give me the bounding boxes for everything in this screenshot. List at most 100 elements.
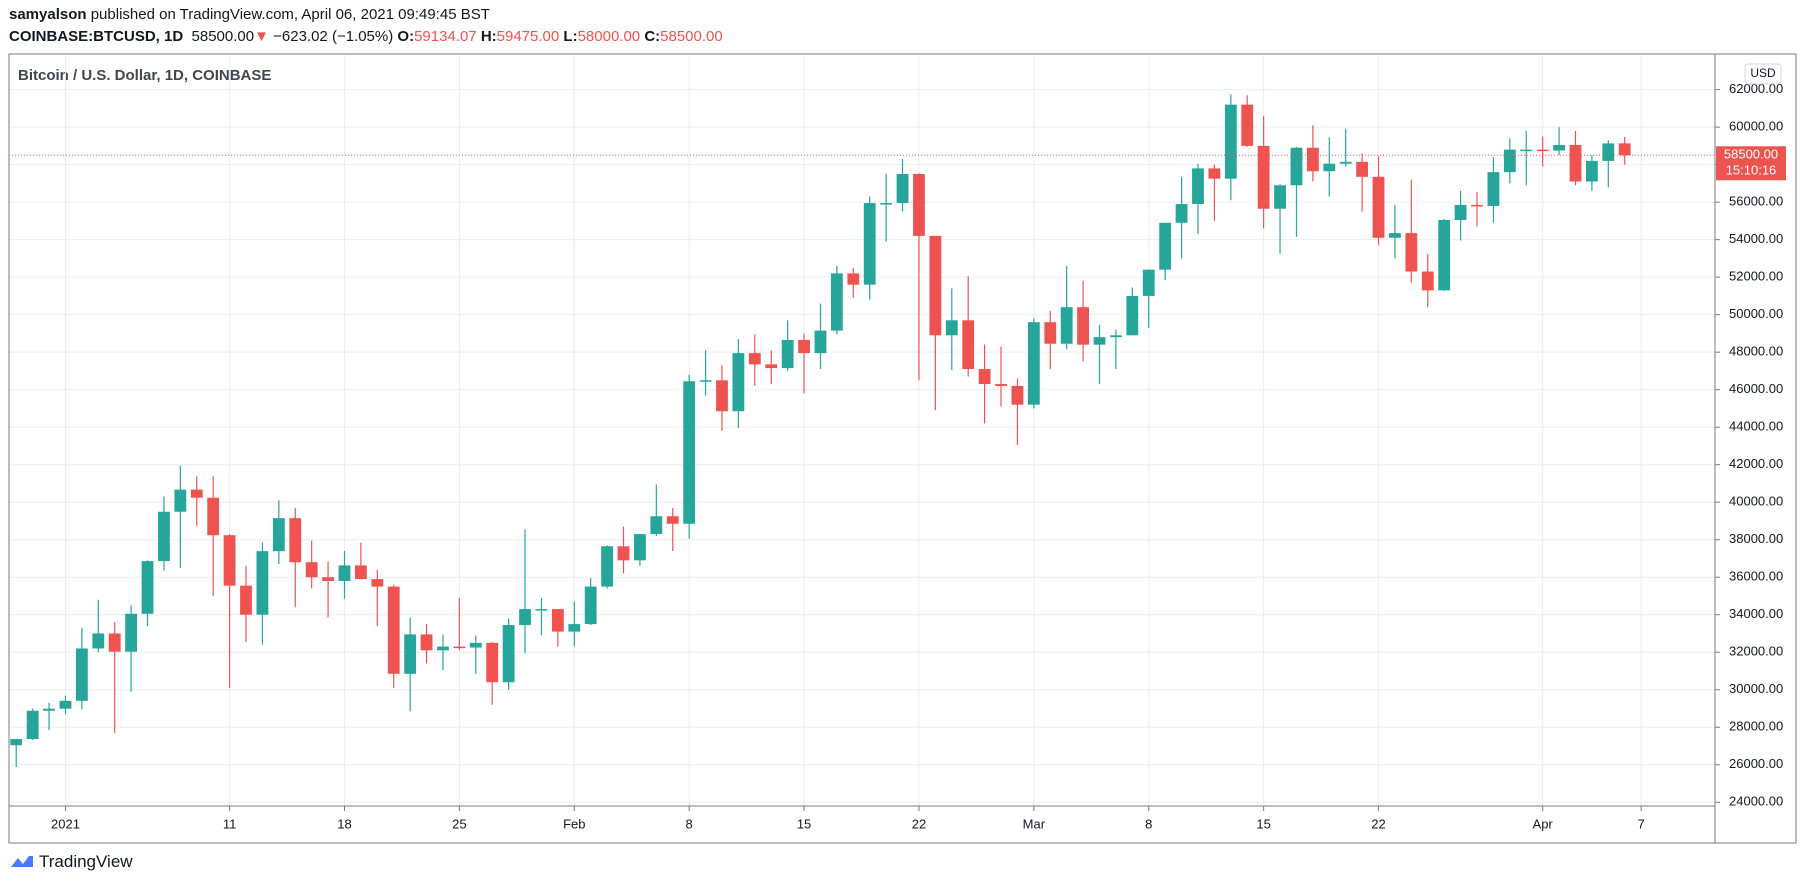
brand-icon	[11, 856, 33, 867]
candle-body	[1060, 307, 1073, 344]
candle-body	[1454, 204, 1467, 220]
candle-body	[1093, 337, 1106, 345]
candle-body	[404, 634, 417, 674]
y-tick-label: 26000.00	[1729, 756, 1783, 771]
symbol: COINBASE:BTCUSD, 1D	[9, 28, 184, 45]
candle-body	[125, 613, 138, 652]
candle-body	[1553, 144, 1565, 151]
candle-body	[683, 381, 696, 524]
y-tick-label: 30000.00	[1729, 681, 1783, 696]
candle-body	[1520, 149, 1533, 152]
candle-body	[519, 609, 531, 626]
published: published on TradingView.com, April 06, …	[90, 6, 490, 23]
candle-body	[207, 497, 220, 536]
candle-body	[240, 585, 252, 615]
candle-body	[92, 633, 105, 649]
candle-body	[43, 708, 55, 711]
brand-name: TradingView	[39, 852, 133, 871]
candle-body	[1224, 104, 1237, 179]
last: 58500.00	[191, 28, 255, 45]
candle-body	[699, 380, 712, 382]
candle-body	[1274, 185, 1286, 209]
open-label: O:	[397, 28, 415, 45]
candle-body	[650, 516, 663, 535]
candle-body	[256, 551, 269, 615]
y-tick-label: 36000.00	[1729, 569, 1783, 584]
chart: Bitcoin / U.S. Dollar, 1D, COINBASE 2400…	[8, 53, 1797, 844]
high-label: H:	[480, 28, 497, 45]
x-tick-label: Mar	[1023, 816, 1046, 831]
y-tick-label: 34000.00	[1729, 606, 1783, 621]
open: 59134.07	[414, 28, 477, 45]
candle-body	[1011, 385, 1024, 405]
candle-body	[26, 710, 39, 740]
candle-body	[814, 330, 827, 354]
candle-body	[1503, 149, 1516, 173]
candle-body	[584, 586, 597, 625]
candle-body	[1356, 161, 1369, 177]
candle-body	[272, 518, 285, 552]
y-tick-label: 48000.00	[1729, 344, 1783, 359]
x-tick-label: Feb	[563, 816, 585, 831]
brand-logo: TradingView	[9, 852, 133, 872]
x-tick-label: Apr	[1533, 816, 1554, 831]
candle-body	[59, 700, 72, 709]
x-tick-label: 15	[797, 816, 811, 831]
x-tick-label: 2021	[51, 816, 80, 831]
chart-frame	[8, 53, 1797, 844]
candle-body	[1192, 168, 1204, 205]
symbol-line: COINBASE:BTCUSD, 1D 58500.00▼ −623.02 (−…	[9, 28, 723, 45]
currency-box	[1744, 63, 1782, 85]
candle-body	[1077, 307, 1089, 345]
candle-body	[453, 646, 466, 649]
candle-body	[1175, 204, 1188, 223]
low-label: L:	[563, 28, 578, 45]
countdown: 15:10:16	[1726, 163, 1777, 178]
candle-body	[962, 320, 975, 370]
x-tick-label: 11	[223, 816, 237, 831]
currency-label: USD	[1750, 66, 1776, 80]
candle-body	[75, 648, 88, 701]
y-tick-label: 40000.00	[1729, 494, 1783, 509]
candle-body	[1389, 233, 1401, 238]
close-label: C:	[644, 28, 661, 45]
candle-body	[798, 339, 810, 354]
y-tick-label: 46000.00	[1729, 381, 1783, 396]
y-tick-label: 62000.00	[1729, 81, 1783, 96]
candle-body	[1438, 219, 1451, 291]
candle-body	[338, 565, 351, 581]
y-tick-label: 32000.00	[1729, 644, 1783, 659]
y-tick-label: 38000.00	[1729, 531, 1783, 546]
y-tick-label: 50000.00	[1729, 306, 1783, 321]
candle-body	[535, 609, 548, 611]
candle-body	[387, 586, 400, 674]
candle-body	[502, 625, 515, 683]
candle-body	[880, 203, 893, 205]
candle-body	[765, 364, 778, 369]
candle-body	[305, 562, 318, 578]
y-tick-label: 24000.00	[1729, 794, 1783, 809]
candle-body	[1602, 143, 1615, 161]
candle-body	[1585, 160, 1598, 182]
candle-body	[978, 369, 991, 385]
candle-body	[1241, 104, 1254, 146]
candle-body	[617, 546, 630, 561]
candle-body	[666, 516, 679, 524]
x-tick-label: 8	[1145, 816, 1152, 831]
high: 59475.00	[496, 28, 560, 45]
close: 58500.00	[660, 28, 723, 45]
last-price-badge	[1716, 146, 1786, 181]
candle-body	[913, 174, 925, 236]
candle-body	[1487, 172, 1500, 206]
candle-body	[1306, 147, 1319, 172]
candle-body	[748, 353, 761, 365]
candle-body	[1159, 222, 1172, 270]
candle-body	[1208, 168, 1221, 179]
candle-body	[174, 489, 187, 512]
down-arrow: ▼	[254, 28, 269, 45]
candle-body	[1257, 145, 1270, 209]
y-tick-label: 42000.00	[1729, 456, 1783, 471]
x-tick-label: 25	[452, 816, 466, 831]
candle-body	[1339, 161, 1352, 164]
